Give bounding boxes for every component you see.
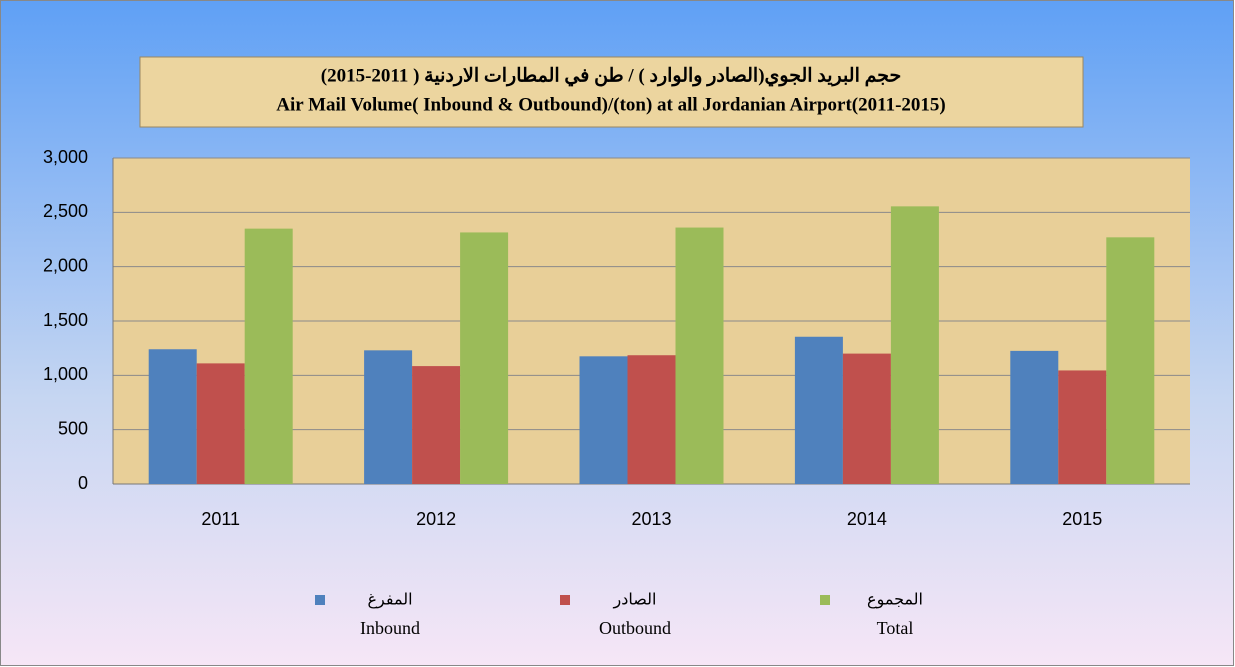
chart-subtitle: Air Mail Volume( Inbound & Outbound)/(to… [276, 94, 946, 115]
bar [412, 366, 461, 484]
bar [244, 228, 293, 484]
x-tick-label: 2013 [631, 509, 671, 529]
bar [627, 355, 676, 484]
bar [675, 227, 724, 484]
legend-label: Total [877, 618, 914, 638]
legend-swatch [315, 595, 325, 605]
legend-label: الصادر [613, 590, 657, 610]
legend-swatch [820, 595, 830, 605]
bar [794, 336, 843, 484]
bar [842, 353, 891, 484]
bar [148, 349, 197, 484]
y-tick-label: 2,000 [43, 255, 88, 275]
y-tick-label: 1,000 [43, 364, 88, 384]
x-tick-label: 2011 [201, 509, 240, 529]
y-tick-label: 1,500 [43, 310, 88, 330]
y-tick-label: 3,000 [43, 147, 88, 167]
bar [460, 232, 509, 484]
chart-title: حجم البريد الجوي(الصادر والوارد ) / طن ف… [321, 65, 902, 87]
bar [890, 206, 939, 484]
legend-label: Outbound [599, 618, 671, 638]
bar [196, 363, 245, 484]
bar [1106, 237, 1155, 484]
bar [579, 356, 628, 484]
legend-label: المفرغ [367, 590, 412, 610]
y-tick-label: 2,500 [43, 201, 88, 221]
x-tick-label: 2015 [1062, 509, 1102, 529]
x-tick-label: 2012 [416, 509, 456, 529]
bar [1058, 370, 1107, 484]
legend-label: المجموع [867, 590, 923, 610]
y-tick-label: 500 [58, 418, 88, 438]
legend-label: Inbound [360, 618, 420, 638]
legend-swatch [560, 595, 570, 605]
bar [364, 350, 413, 484]
y-tick-label: 0 [78, 473, 88, 493]
bar [1010, 350, 1059, 484]
title-box [139, 56, 1084, 128]
x-tick-label: 2014 [847, 509, 887, 529]
